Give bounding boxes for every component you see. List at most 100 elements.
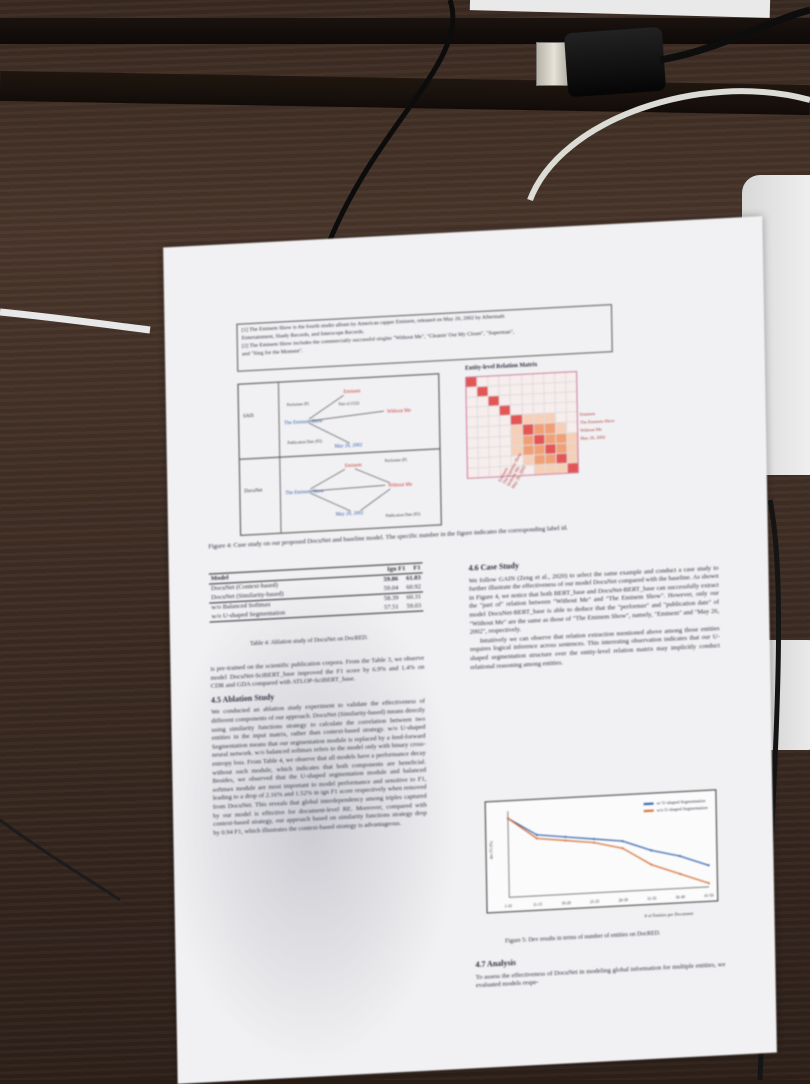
matrix-cell [488,396,500,406]
matrix-cell [466,397,477,408]
matrix-row-labels: Eminem The Eminem Show Without Me May 26… [580,409,615,443]
data-point [679,872,682,875]
matrix-cell [534,464,545,475]
matrix-cell [534,454,545,465]
table-cell-f1: 60.31 [406,593,422,602]
chart-axes [507,811,710,898]
matrix-cell [566,412,577,423]
matrix-cell [489,456,501,467]
table-cell-model: w/o U-shaped Segmentation [211,609,286,621]
matrix-cell [511,435,522,446]
matrix-cell [467,458,478,468]
table-cell-ign-f1: 59.04 [383,584,399,593]
data-point [707,864,710,867]
matrix-cell [555,433,567,443]
matrix-cell [466,377,477,387]
x-tick-label: 11-15 [533,902,542,907]
node-without-me: Without Me [387,409,412,415]
matrix-cell [544,393,555,404]
matrix-cell [567,452,578,463]
node-eminem-show-2: The Eminem Show [285,489,324,496]
matrix-cell [545,454,556,464]
data-point [593,841,596,844]
matrix-cell [555,413,566,423]
matrix-cell [556,463,567,474]
matrix-cell [566,372,577,382]
matrix-cell [500,426,511,436]
matrix-cell [521,374,532,385]
matrix-cell [533,414,544,424]
matrix-cell [478,427,489,437]
matrix-cell [544,383,555,393]
series-line-1 [507,817,710,884]
matrix-cell [555,382,566,393]
table-header-model: Model [210,574,229,583]
matrix-cell [478,417,489,427]
table-cell-ign-f1: 57.51 [383,603,399,612]
matrix-cell [567,432,578,443]
matrix-cell [500,436,511,446]
data-point [650,849,653,852]
edge-part-of: Part of (122) [339,400,360,406]
series-line-0 [507,817,709,866]
edge-performer-2: Performer (P) [385,457,408,463]
data-point [650,863,653,866]
figure4-example-text: [1] The Eminem Show is the fourth studio… [236,304,613,372]
matrix-cell [533,394,544,404]
matrix-cell [543,373,555,383]
matrix-cell [467,468,479,478]
matrix-cell [500,415,511,426]
x-tick-label: 21-25 [590,899,599,904]
node-eminem: Eminem [344,389,361,395]
analysis-section: 4.7 Analysis To assess the effectiveness… [475,943,725,991]
table-cell-f1: 60.92 [406,583,421,592]
matrix-cell [466,417,478,428]
matrix-cell [522,445,534,455]
table-cell-f1: 59.03 [406,602,422,611]
matrix-cell [478,447,489,458]
matrix-cell [489,436,500,447]
matrix-cell [555,423,567,433]
legend-swatch-0 [643,802,654,806]
matrix-cell [499,375,510,386]
x-tick-label: 41-50 [704,893,713,898]
matrix-cell [467,437,478,448]
matrix-cell [567,462,578,473]
x-tick-label: 26-30 [619,897,628,902]
matrix-cell [511,405,522,415]
matrix-cell [544,433,556,444]
node-without-me-2: Without Me [388,483,413,489]
matrix-cell [533,404,544,414]
x-tick-label: 16-20 [561,900,570,905]
data-point [678,855,681,858]
table-header-ign-f1: Ign F1 [387,565,406,574]
matrix-cell [477,386,488,397]
matrix-cell [522,424,533,435]
matrix-cell [566,392,577,402]
matrix-cell [489,446,500,457]
line-chart-svg: 1-10 11-15 16-20 21-25 26-30 31-35 36-40 41-50 d… [488,811,714,909]
matrix-cell [477,376,488,387]
matrix-cell [522,404,533,415]
matrix-cell [500,446,511,456]
matrix-cell [533,444,545,455]
table4-caption: Table 4: Ablation study of DocuNet on Do… [249,635,369,648]
matrix-cell [488,376,499,386]
matrix-cell [556,443,567,453]
data-point [535,833,538,836]
matrix-cell [555,402,566,413]
x-tick-label: 31-35 [647,896,656,901]
matrix-cell [477,396,488,407]
figure5-line-chart: 1-10 11-15 16-20 21-25 26-30 31-35 36-40 41-50 d… [484,789,719,914]
data-point [592,838,595,841]
right-column: 4.6 Case Study We follow GAIN (Zeng et a… [468,547,720,672]
matrix-cell [467,427,478,438]
printed-paper-page: [1] The Eminem Show is the fourth studio… [163,216,777,1084]
node-date-2: May 26, 2002 [336,511,364,517]
data-point [621,840,624,843]
matrix-cell [510,385,522,395]
data-point [564,839,567,842]
matrix-cell [545,443,556,454]
left-column: is pre-trained on the scientific publica… [210,654,427,838]
matrix-cell [466,387,477,398]
